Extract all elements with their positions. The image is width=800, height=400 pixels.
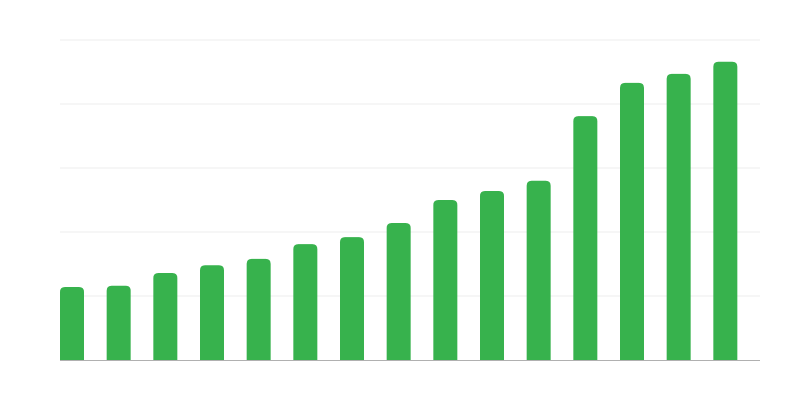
bar — [573, 116, 598, 360]
bar — [433, 200, 458, 360]
bar — [620, 82, 644, 360]
bar — [60, 287, 84, 360]
bar — [340, 237, 364, 360]
bars — [60, 61, 738, 361]
bar — [153, 272, 178, 360]
bar — [106, 285, 131, 360]
bar — [200, 265, 224, 360]
bar — [526, 180, 551, 360]
bar — [246, 258, 271, 360]
bar — [480, 191, 504, 360]
bar — [386, 223, 411, 360]
bar — [666, 73, 691, 361]
bar — [713, 61, 738, 360]
bar — [293, 244, 318, 360]
